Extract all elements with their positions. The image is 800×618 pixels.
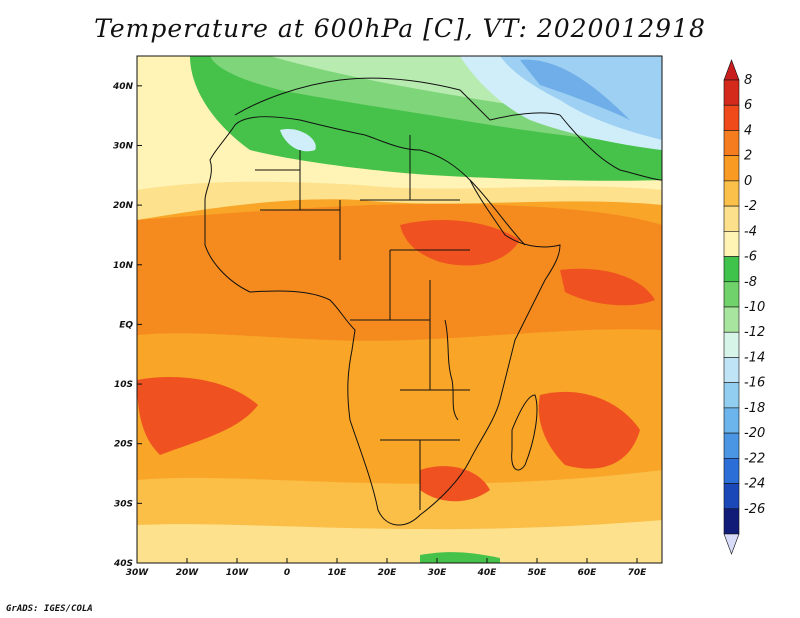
colorbar-under-arrow	[723, 533, 740, 555]
plot-frame	[136, 55, 663, 564]
mediterranean-coast	[234, 77, 561, 121]
field-warmest-sahel	[400, 220, 520, 266]
lon-tick-label: 70E	[628, 568, 648, 578]
colorbar-label: 0	[744, 174, 752, 189]
lon-tick-label: 40E	[477, 568, 498, 578]
lon-tick-label: 50E	[528, 568, 548, 578]
field-green-south	[420, 552, 500, 563]
colorbar-swatch	[723, 79, 740, 106]
country-borders	[255, 135, 470, 510]
lat-tick-label: 40N	[112, 82, 134, 92]
colorbar-swatch	[723, 104, 740, 131]
lon-tick-label: 30W	[126, 568, 150, 578]
lon-tick-label: 20E	[378, 568, 398, 578]
lat-tick-label: 30N	[113, 141, 134, 151]
field-warmest-indian	[560, 268, 655, 306]
lat-tick-label: 40S	[113, 559, 133, 569]
colorbar-swatch	[723, 306, 740, 333]
lon-tick-label: 60E	[578, 568, 598, 578]
madagascar-coastline	[511, 394, 538, 471]
temperature-field	[137, 56, 662, 563]
colorbar-label: 4	[744, 123, 752, 138]
field-warm-band	[137, 203, 662, 341]
colorbar-swatch	[723, 483, 740, 510]
lat-tick-label: 10N	[113, 261, 134, 271]
colorbar-swatch	[723, 432, 740, 459]
colorbar-label: 6	[744, 98, 752, 113]
longitude-axis: 30W 20W 10W 0 10E 20E 30E 40E 50E 60E 70E	[126, 558, 647, 578]
colorbar-swatch	[723, 508, 740, 535]
field-ice-patch	[280, 129, 316, 152]
rift-lakes	[444, 319, 459, 421]
colorbar-label: -10	[744, 300, 765, 315]
africa-coastline	[204, 116, 561, 526]
latitude-axis: 40N 30N 20N 10N EQ 10S 20S 30S 40S	[112, 82, 142, 569]
lon-tick-label: 30E	[428, 568, 448, 578]
colorbar-label: -4	[744, 224, 757, 239]
lat-tick-label: EQ	[119, 320, 133, 330]
colorbar-label: -8	[744, 275, 757, 290]
field-warmest-southern-africa	[420, 466, 490, 502]
colorbar-label: 2	[744, 149, 752, 164]
colorbar-label: -14	[744, 350, 765, 365]
colorbar-label: -22	[744, 451, 765, 466]
lat-tick-label: 30S	[114, 499, 133, 509]
colorbar-swatch	[723, 256, 740, 283]
lon-tick-label: 10E	[328, 568, 348, 578]
colorbar-swatch	[723, 458, 740, 484]
colorbar-swatch	[723, 130, 740, 156]
map-title: Temperature at 600hPa [C], VT: 202001291…	[94, 14, 706, 43]
colorbar-swatch	[723, 281, 740, 308]
red-sea-coast	[469, 179, 526, 246]
colorbar-over-arrow	[723, 59, 740, 81]
colorbar-swatch	[723, 205, 740, 232]
field-warmest-atlantic	[137, 377, 258, 455]
field-south-pale	[137, 520, 662, 563]
colorbar-label: -16	[744, 376, 765, 391]
lon-tick-label: 0	[284, 568, 290, 578]
colorbar-swatch	[723, 407, 740, 434]
lon-tick-label: 20W	[176, 568, 200, 578]
colorbar-label: 8	[744, 73, 752, 88]
colorbar-swatch	[723, 357, 740, 383]
field-warmest-madagascar	[538, 391, 640, 469]
colorbar-label: -18	[744, 401, 765, 416]
colorbar-label: -26	[744, 502, 765, 517]
grads-credit: GrADS: IGES/COLA	[6, 604, 93, 614]
lat-tick-label: 20N	[113, 201, 134, 211]
colorbar-label: -2	[744, 199, 757, 214]
colorbar-swatch	[723, 382, 740, 409]
lat-tick-label: 20S	[114, 440, 133, 450]
colorbar-label: -6	[744, 250, 757, 265]
colorbar-swatch	[723, 180, 740, 207]
colorbar-label: -12	[744, 325, 765, 340]
colorbar-swatch	[723, 231, 740, 257]
arabia-coast	[559, 114, 662, 181]
colorbar: 8 6 4 2 0 -2 -4 -6 -8 -10 -12 -14 -16 -18 -20 -22 -24 -26	[723, 59, 765, 555]
field-blue-patch	[520, 59, 630, 120]
colorbar-swatch	[723, 155, 740, 182]
coastlines	[204, 77, 662, 526]
colorbar-label: -24	[744, 477, 765, 492]
lon-tick-label: 10W	[226, 568, 250, 578]
colorbar-label: -20	[744, 426, 765, 441]
lat-tick-label: 10S	[114, 380, 133, 390]
colorbar-swatch	[723, 331, 740, 358]
